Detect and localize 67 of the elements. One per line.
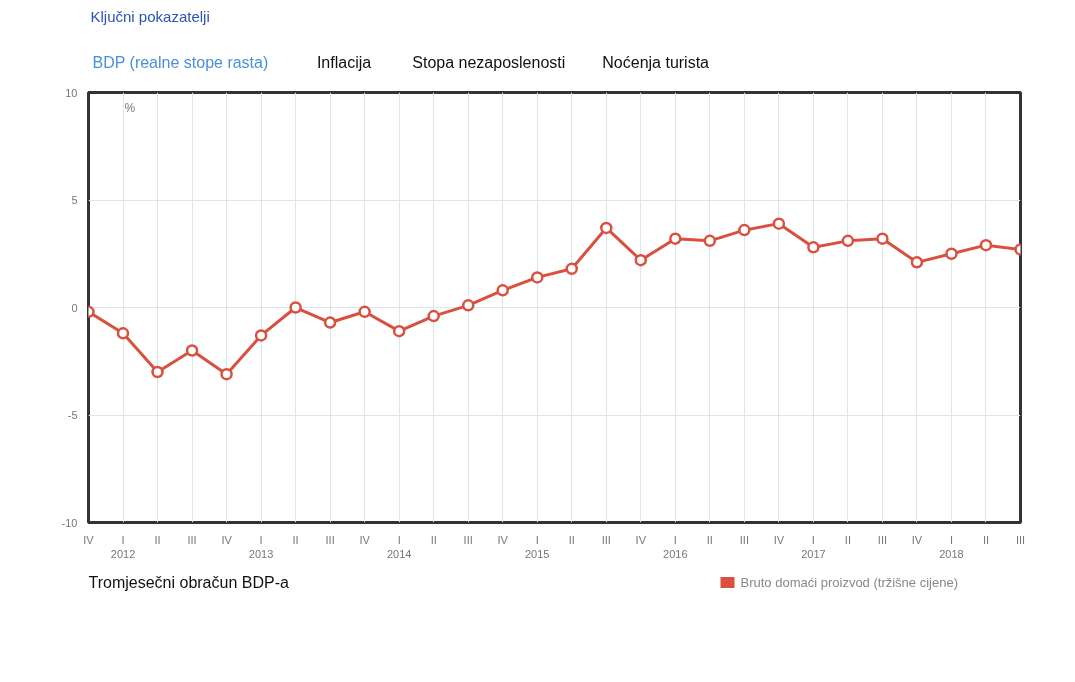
x-tick-label: III (187, 533, 197, 546)
x-tick-label: III (877, 533, 888, 546)
point (530, 271, 544, 284)
point (185, 344, 199, 357)
x-tick-label: IV (635, 533, 647, 546)
y-tick-label: 5 (71, 194, 78, 206)
point (772, 217, 786, 230)
text: Inflacija (316, 53, 372, 71)
point (600, 221, 613, 235)
x-tick-label: III (325, 533, 335, 546)
x-tick-label: I 2017 (801, 533, 826, 560)
point (151, 365, 164, 379)
x-tick-label: I 2013 (248, 533, 274, 560)
legend-label: Bruto domaći proizvod (tržišne cijene) (740, 574, 958, 590)
point (358, 305, 371, 319)
x-tick-label: IV (359, 533, 371, 546)
x-tick-label: IV (83, 533, 95, 546)
point (496, 284, 509, 297)
point (289, 301, 302, 314)
point (461, 299, 475, 312)
x-tick-label: I 2015 (525, 533, 550, 560)
x-tick-label: III (463, 533, 473, 546)
point (945, 247, 958, 260)
point (323, 316, 337, 329)
point (116, 327, 130, 340)
y-tick-label: -10 (61, 516, 78, 529)
y-tick-label: -5 (67, 409, 78, 421)
x-tick-label: II (292, 533, 299, 546)
x-tick-label: II (430, 533, 437, 546)
point (738, 223, 751, 237)
point (254, 329, 268, 342)
x-tick-label: I 2016 (663, 533, 688, 560)
x-tick-label: II (982, 533, 990, 546)
x-tick-label: II (844, 533, 851, 546)
text: Tromjesečni obračun BDP-a (88, 573, 289, 591)
point (220, 367, 233, 381)
point (634, 253, 648, 267)
point (703, 234, 717, 248)
point (565, 262, 579, 276)
x-tick-label: III (1015, 533, 1026, 546)
point (979, 238, 993, 252)
point (427, 309, 440, 323)
x-tick-label: I 2014 (386, 533, 412, 560)
chart-title: Ključni pokazatelji (90, 7, 210, 25)
point (841, 234, 855, 248)
x-tick-label: I 2012 (110, 533, 136, 560)
text: BDP (realne stope rasta) (92, 53, 269, 71)
x-tick-label: IV (497, 533, 509, 546)
point (669, 232, 682, 245)
x-tick-label: III (601, 533, 611, 546)
x-tick-label: II (154, 533, 161, 546)
text: Noćenja turista (602, 53, 710, 71)
x-tick-label: III (739, 533, 749, 546)
x-tick-label: II (568, 533, 575, 546)
x-tick-label: IV (911, 533, 923, 546)
point (876, 232, 889, 245)
x-tick-label: II (706, 533, 713, 546)
point (910, 256, 924, 269)
y-tick-label: 0 (71, 301, 78, 314)
point (807, 241, 820, 254)
x-tick-label: IV (773, 533, 785, 546)
y-axis-title: % (124, 100, 136, 115)
y-tick-label: 10 (65, 86, 78, 99)
text: Stopa nezaposlenosti (412, 53, 566, 71)
point (392, 324, 406, 338)
x-tick-label: I 2018 (939, 533, 964, 560)
x-tick-label: IV (221, 533, 233, 546)
